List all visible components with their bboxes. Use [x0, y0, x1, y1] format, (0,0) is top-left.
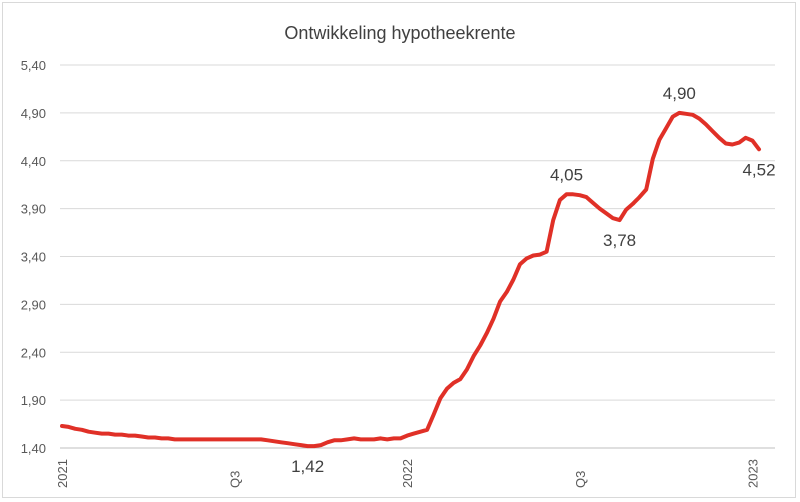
y-tick-label: 5,40: [21, 58, 46, 73]
x-tick-label: 2022: [400, 459, 415, 488]
y-tick-label: 2,40: [21, 345, 46, 360]
x-tick-label: Q3: [573, 471, 588, 488]
y-axis-ticks: 1,40 1,90 2,40 2,90 3,40 3,90 4,40 4,90 5,40: [21, 58, 46, 456]
data-label: 4,05: [550, 165, 583, 184]
y-tick-label: 1,90: [21, 393, 46, 408]
y-tick-label: 4,90: [21, 106, 46, 121]
chart-title: Ontwikkeling hypotheekrente: [284, 23, 515, 43]
y-tick-label: 3,90: [21, 202, 46, 217]
y-tick-label: 1,40: [21, 441, 46, 456]
data-label: 3,78: [603, 231, 636, 250]
y-tick-label: 3,40: [21, 250, 46, 265]
data-label: 1,42: [291, 457, 324, 476]
series-line: [60, 110, 761, 449]
data-label: 4,52: [742, 160, 775, 179]
y-tick-label: 4,40: [21, 154, 46, 169]
gridlines: [60, 64, 775, 401]
y-tick-label: 2,90: [21, 297, 46, 312]
data-label: 4,90: [663, 84, 696, 103]
x-tick-label: Q3: [228, 471, 243, 488]
x-axis-ticks: 2021 Q3 2022 Q3 2023: [55, 459, 760, 488]
x-tick-label: 2021: [55, 459, 70, 488]
x-tick-label: 2023: [745, 459, 760, 488]
data-labels: 1,42 4,05 3,78 4,90 4,52: [291, 84, 775, 476]
